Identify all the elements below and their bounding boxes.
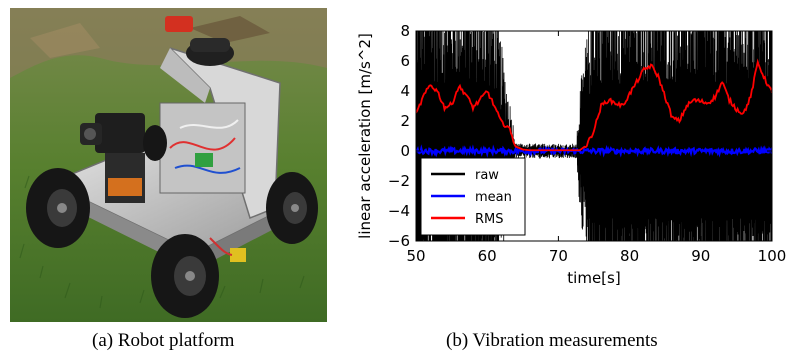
x-tick-label-90: 90 (691, 247, 710, 265)
x-tick-label-50: 50 (406, 247, 425, 265)
y-tick-label-4: 4 (400, 82, 410, 100)
yellow-connector (230, 248, 246, 262)
x-tick-label-70: 70 (549, 247, 568, 265)
wheel-front-right (151, 234, 219, 318)
wheel-rear-right (266, 172, 318, 244)
red-module (165, 16, 193, 32)
x-tick-label-100: 100 (758, 247, 787, 265)
plot-frame (415, 30, 773, 242)
x-axis-label: time[s] (567, 269, 620, 287)
y-tick-label-0: 0 (400, 142, 410, 160)
legend-label-rms: RMS (475, 212, 504, 227)
caption-robot-platform: (a) Robot platform (92, 330, 235, 351)
legend-label-raw: raw (475, 168, 499, 183)
x-tick-label-80: 80 (620, 247, 639, 265)
y-tick-label-6: 6 (400, 52, 410, 70)
robot-platform-photo (10, 8, 327, 322)
x-tick-label-60: 60 (478, 247, 497, 265)
y-axis-label: linear acceleration [m/s^2] (356, 33, 374, 239)
plot-area (416, 31, 772, 241)
legend: raw mean RMS (420, 157, 526, 236)
y-tick-label-2: 2 (400, 112, 410, 130)
y-tick-label--2: −2 (388, 172, 410, 190)
caption-vibration-measurements: (b) Vibration measurements (446, 330, 658, 351)
series-mean-line (416, 144, 772, 158)
y-tick-label--6: −6 (388, 232, 410, 250)
camera-gimbal (95, 113, 145, 153)
y-tick-label--4: −4 (388, 202, 410, 220)
wheel-front-left (26, 168, 90, 248)
orange-motor (108, 178, 142, 196)
y-tick-label-8: 8 (400, 22, 410, 40)
vibration-chart: 50 60 70 80 90 100 −6 −4 −2 0 2 4 6 8 linear accelera… (356, 22, 786, 287)
wheel-rear-left (143, 125, 167, 161)
legend-label-mean: mean (475, 190, 512, 205)
series-rms-line (416, 58, 772, 152)
axis-ticks: 50 60 70 80 90 100 −6 −4 −2 0 2 4 6 8 (388, 22, 786, 265)
